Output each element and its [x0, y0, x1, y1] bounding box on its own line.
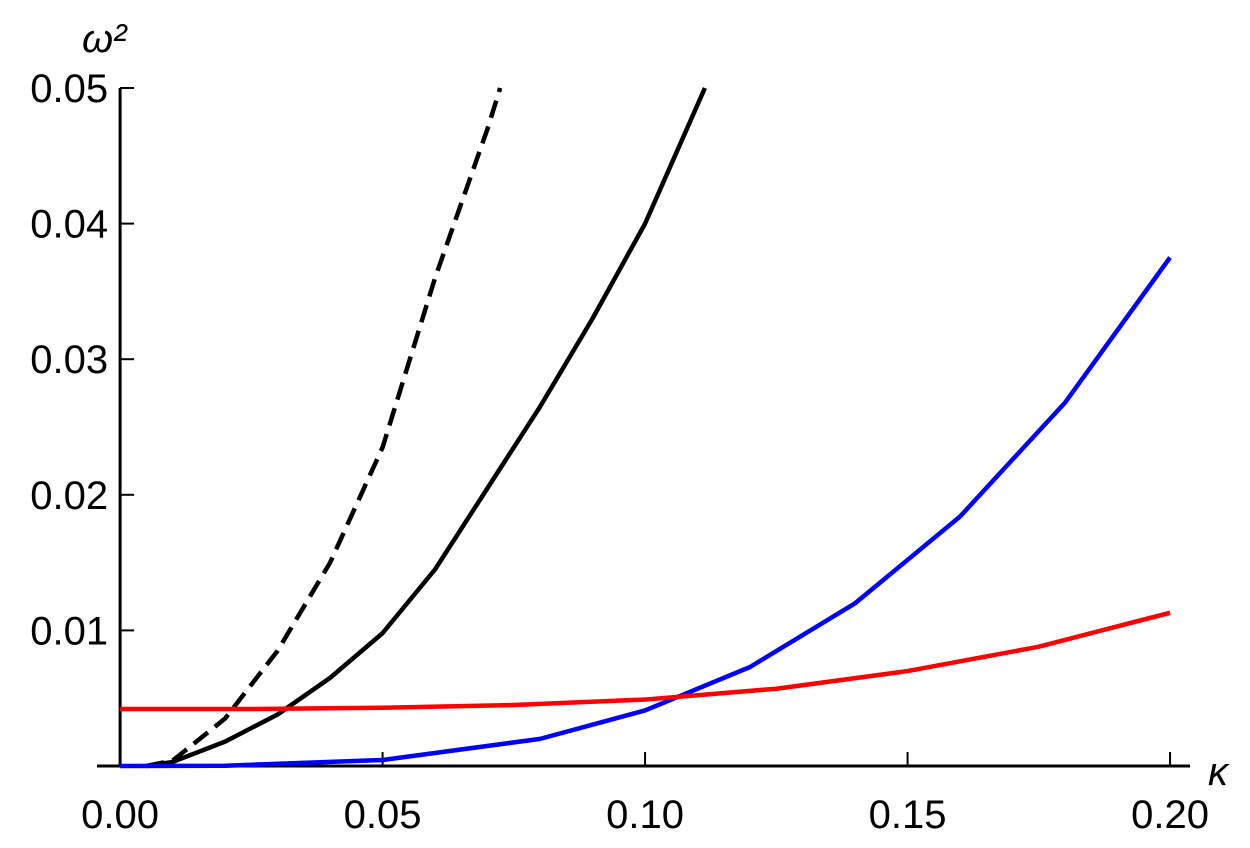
x-tick-label: 0.00	[81, 793, 159, 837]
x-tick-label: 0.10	[606, 793, 684, 837]
x-tick-label: 0.15	[869, 793, 947, 837]
y-tick-label: 0.03	[30, 338, 108, 382]
y-axis-label: ω²	[82, 17, 128, 61]
series-line	[120, 610, 1171, 712]
x-tick-label: 0.20	[1131, 793, 1209, 837]
y-tick-label: 0.04	[30, 203, 108, 247]
x-tick-label: 0.05	[344, 793, 422, 837]
series-line	[145, 87, 503, 769]
x-axis-label: κ	[1208, 750, 1230, 794]
y-tick-label: 0.02	[30, 474, 108, 518]
series-line	[146, 87, 707, 769]
y-tick-label: 0.05	[30, 67, 108, 111]
y-tick-label: 0.01	[30, 609, 108, 653]
series-line	[120, 256, 1172, 769]
